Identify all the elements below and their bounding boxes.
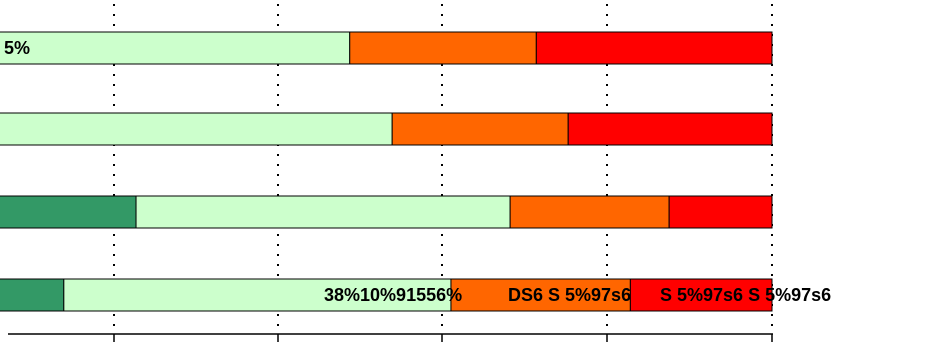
bar-segment (535, 31, 773, 65)
x-axis (8, 333, 773, 342)
data-label: 5% (4, 38, 30, 58)
bar-segment (63, 278, 452, 312)
bar-segment (135, 195, 511, 229)
bar-segment (668, 195, 773, 229)
data-label: S 5%97s6 S 5%97s6 (660, 285, 831, 305)
bar-segment (509, 195, 670, 229)
bar-segment (0, 31, 351, 65)
data-label: DS6 S 5%97s6 (508, 285, 631, 305)
bar-segment (567, 112, 773, 146)
bars (0, 31, 773, 312)
bar-segment (391, 112, 569, 146)
bar-segment (0, 112, 393, 146)
bar-segment (450, 278, 631, 312)
bar-segment (0, 195, 137, 229)
data-label: 38%10%91556% (324, 285, 462, 305)
bar-segment (349, 31, 537, 65)
bar-segment (629, 278, 773, 312)
bar-segment (0, 278, 65, 312)
